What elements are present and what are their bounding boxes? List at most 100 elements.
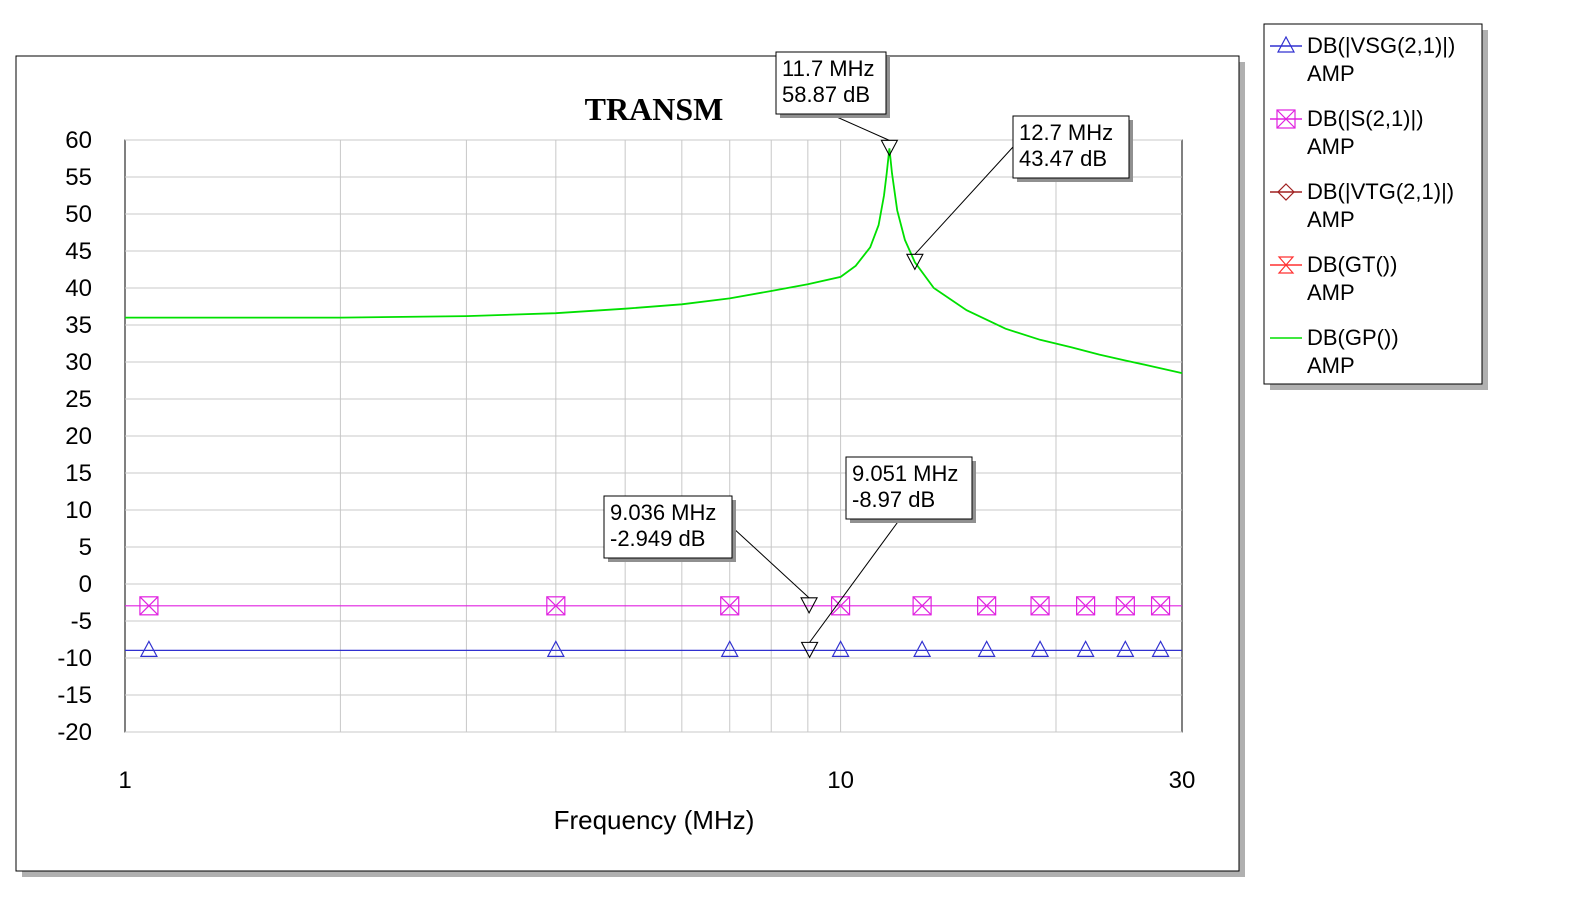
triangle-shape [546, 640, 565, 657]
x-tick-label: 10 [827, 767, 854, 794]
legend-item-1: DB(|S(2,1)|) AMP [1270, 106, 1424, 159]
series-marker [1150, 596, 1171, 616]
callout-leader [731, 526, 810, 599]
legend-swatch-marker [1277, 183, 1295, 201]
cross-shape [912, 596, 932, 616]
series-marker [1076, 640, 1095, 657]
y-tick-label: 20 [65, 423, 92, 450]
legend [1263, 23, 1483, 385]
legend-sublabel: AMP [1307, 280, 1355, 305]
data-marker-3: 9.051 MHz-8.97 dB [800, 456, 976, 659]
square-shape [977, 596, 997, 616]
callout-box [1012, 115, 1130, 179]
series-marker [913, 640, 932, 657]
series-marker [720, 640, 739, 657]
series-marker [977, 596, 997, 616]
square-shape [1030, 596, 1050, 616]
y-tick-label: 55 [65, 164, 92, 191]
triangle-shape [1151, 640, 1170, 657]
x-tick-label: 30 [1169, 767, 1196, 794]
callout-leader [829, 113, 890, 141]
callout-freq: 11.7 MHz [782, 56, 875, 81]
x-tick-label: 1 [118, 767, 131, 794]
legend-item-3: DB(GT()) AMP [1270, 252, 1397, 305]
triangle-shape [977, 640, 996, 657]
square-shape [720, 596, 740, 616]
callout-leader [809, 518, 901, 643]
legend-sublabel: AMP [1307, 61, 1355, 86]
cross-shape [977, 596, 997, 616]
cross-shape [720, 596, 740, 616]
callout-freq: 9.051 MHz [852, 461, 958, 486]
square-shape [1150, 596, 1171, 616]
callout-leader [914, 146, 1014, 255]
y-tick-label: 5 [79, 534, 92, 561]
series-marker [139, 640, 158, 657]
y-tick-label: -5 [71, 608, 92, 635]
legend-sublabel: AMP [1307, 353, 1355, 378]
y-tick-label: 35 [65, 312, 92, 339]
series-marker [546, 596, 566, 616]
series-layer [125, 148, 1183, 657]
series-marker [977, 640, 996, 657]
triangle-shape [1116, 640, 1135, 657]
y-tick-label: -10 [57, 645, 92, 672]
chart-title: TRANSM [585, 91, 724, 127]
triangle-shape [139, 640, 158, 657]
callout-db: -8.97 dB [852, 487, 935, 512]
series-marker [831, 640, 850, 657]
y-tick-label: 15 [65, 460, 92, 487]
cross-shape [1276, 109, 1296, 129]
y-tick-label: 25 [65, 386, 92, 413]
square-shape [546, 596, 566, 616]
diamond-shape [1277, 183, 1295, 201]
x-axis-title: Frequency (MHz) [554, 805, 755, 835]
series-marker [1030, 596, 1050, 616]
callout-freq: 12.7 MHz [1019, 120, 1113, 145]
square-shape [830, 596, 851, 616]
legend-label: DB(|VSG(2,1)|) [1307, 33, 1455, 58]
cross-shape [1030, 596, 1050, 616]
data-marker-2: 9.036 MHz-2.949 dB [603, 495, 818, 614]
square-shape [1076, 596, 1096, 616]
legend-swatch-marker [1277, 256, 1295, 274]
legend-item-4: DB(GP()) AMP [1270, 325, 1399, 378]
y-tick-label: 50 [65, 201, 92, 228]
series-marker [1116, 640, 1135, 657]
series-marker [1076, 596, 1096, 616]
y-tick-label: 60 [65, 127, 92, 154]
legend-sublabel: AMP [1307, 134, 1355, 159]
legend-sublabel: AMP [1307, 207, 1355, 232]
y-tick-label: 30 [65, 349, 92, 376]
cross-shape [1115, 596, 1135, 616]
series-marker [1151, 640, 1170, 657]
callout-freq: 9.036 MHz [610, 500, 716, 525]
legend-items: DB(|VSG(2,1)|)AMPDB(|S(2,1)|)AMPDB(|VTG(… [1270, 33, 1455, 378]
cross-shape [831, 596, 851, 616]
triangle-shape [1277, 35, 1295, 53]
triangle-shape [1076, 640, 1095, 657]
series-marker [1115, 596, 1135, 616]
callout-box [775, 51, 887, 115]
triangle-shape [1031, 640, 1050, 657]
series-line-gp [125, 148, 1183, 374]
callout-db: 58.87 dB [782, 82, 870, 107]
cross-shape [139, 596, 159, 616]
callout-box [845, 456, 973, 520]
callout-db: 43.47 dB [1019, 146, 1107, 171]
x-tick-labels: 1 10 30 [118, 767, 1195, 794]
square-shape [139, 596, 159, 616]
y-tick-label: -20 [57, 719, 92, 746]
series-marker [546, 640, 565, 657]
legend-label: DB(|VTG(2,1)|) [1307, 179, 1454, 204]
y-tick-label: 10 [65, 497, 92, 524]
series-marker [830, 596, 851, 616]
y-tick-label: -15 [57, 682, 92, 709]
series-marker [912, 596, 932, 616]
triangle-shape [720, 640, 739, 657]
square-shape [912, 596, 932, 616]
